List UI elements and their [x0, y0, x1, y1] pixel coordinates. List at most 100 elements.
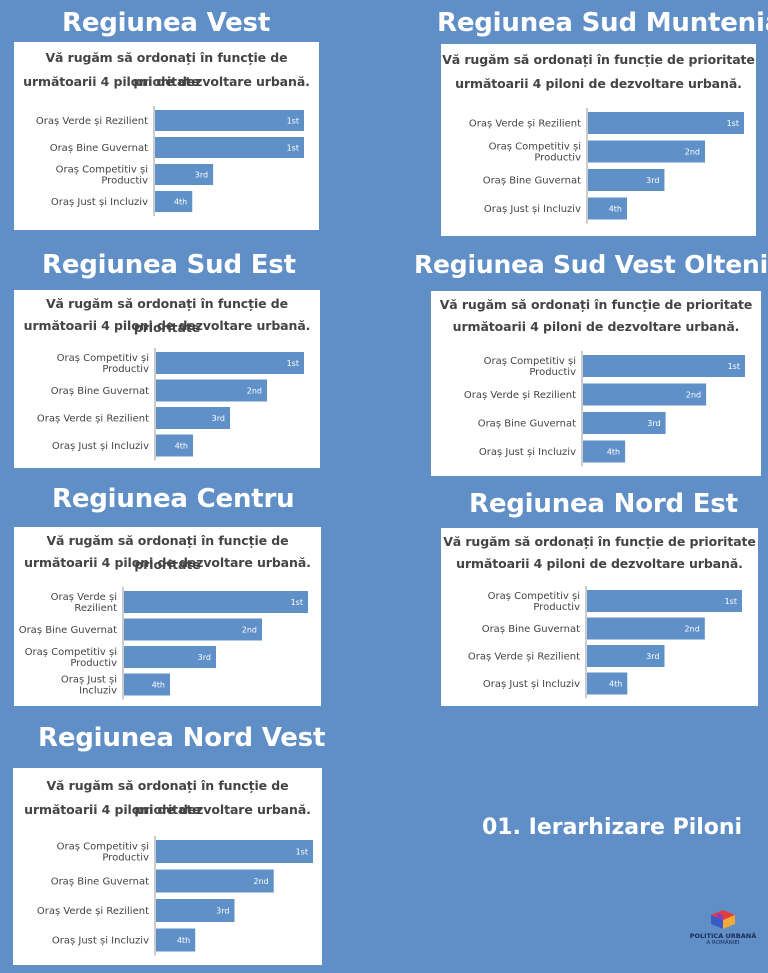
region-title-nord-est: Regiunea Nord Est — [469, 489, 738, 519]
chart-panel-vest: Vă rugăm să ordonați în funcție de prior… — [14, 42, 319, 230]
bar-oras-bine-guvernat — [155, 137, 304, 158]
rank-label-oras-competitiv-si-productiv: 3rd — [198, 653, 211, 662]
rank-label-oras-bine-guvernat: 2nd — [247, 387, 262, 396]
rank-label-oras-competitiv-si-productiv: 1st — [296, 848, 308, 857]
chart-panel-sud-vest-oltenia: Vă rugăm să ordonați în funcție de prior… — [431, 291, 761, 476]
category-label-oras-competitiv-si-productiv: Oraș Competitiv și Productiv — [56, 165, 148, 187]
rank-label-oras-verde-si-rezilient: 2nd — [686, 391, 701, 400]
category-label-oras-bine-guvernat: Oraș Bine Guvernat — [478, 419, 576, 430]
rank-label-oras-competitiv-si-productiv: 1st — [725, 597, 737, 606]
rank-label-oras-verde-si-rezilient: 3rd — [212, 414, 225, 423]
rank-label-oras-bine-guvernat: 3rd — [647, 419, 660, 428]
question-line-1: Vă rugăm să ordonați în funcție de prior… — [46, 533, 289, 572]
logo-text-line-1: POLITICA URBANĂ — [689, 932, 757, 940]
logo-text-line-2: A ROMÂNIEI — [706, 940, 740, 946]
category-label-oras-bine-guvernat: Oraș Bine Guvernat — [483, 176, 581, 187]
bar-oras-competitiv-si-productiv — [583, 355, 745, 377]
cube-logo-icon — [711, 910, 735, 929]
rank-label-oras-verde-si-rezilient: 1st — [727, 119, 739, 128]
rank-label-oras-bine-guvernat: 2nd — [254, 877, 269, 886]
rank-label-oras-just-si-incluziv: 4th — [609, 680, 622, 689]
question-line-1: Vă rugăm să ordonați în funcție de prior… — [439, 297, 753, 312]
bar-oras-bine-guvernat — [124, 618, 262, 641]
category-label-oras-just-si-incluziv: Oraș Just și Incluziv — [479, 447, 576, 458]
bar-oras-competitiv-si-productiv — [124, 646, 216, 668]
question-line-1: Vă rugăm să ordonați în funcție de prior… — [46, 778, 289, 817]
question-line-2: următoarii 4 piloni de dezvoltare urbană… — [24, 802, 311, 817]
chart-panel-nord-est: Vă rugăm să ordonați în funcție de prior… — [441, 528, 758, 706]
bar-chart-sud-muntenia: Oraș Verde și Rezilient 1st Oraș Competiti… — [469, 108, 744, 224]
region-title-sud-est: Regiunea Sud Est — [42, 250, 296, 280]
bar-oras-just-si-incluziv — [587, 672, 628, 695]
category-label-oras-competitiv-si-productiv: Oraș Competitiv și Productiv — [57, 842, 149, 864]
rank-label-oras-just-si-incluziv: 4th — [177, 936, 190, 945]
category-label-oras-bine-guvernat: Oraș Bine Guvernat — [51, 877, 149, 888]
bar-chart-sud-vest-oltenia: Oraș Competitiv și Productiv 1st Oraș Verde… — [464, 351, 745, 467]
bar-oras-bine-guvernat — [587, 617, 705, 640]
category-label-oras-just-si-incluziv: Oraș Just și Incluziv — [484, 204, 581, 215]
rank-label-oras-just-si-incluziv: 4th — [174, 198, 187, 207]
category-label-oras-verde-si-rezilient: Oraș Verde și Rezilient — [468, 652, 580, 663]
rank-label-oras-just-si-incluziv: 4th — [609, 205, 622, 214]
region-title-centru: Regiunea Centru — [52, 484, 295, 514]
category-label-oras-bine-guvernat: Oraș Bine Guvernat — [50, 143, 148, 154]
category-label-oras-competitiv-si-productiv: Oraș Competitiv și Productiv — [488, 591, 580, 613]
category-label-oras-competitiv-si-productiv: Oraș Competitiv și Productiv — [25, 647, 117, 669]
chart-panel-sud-est: Vă rugăm să ordonați în funcție de prior… — [14, 290, 320, 468]
bar-oras-bine-guvernat — [583, 412, 666, 434]
category-label-oras-verde-si-rezilient: Oraș Verde și Rezilient — [51, 592, 117, 614]
bar-oras-competitiv-si-productiv — [156, 352, 304, 374]
question-line-2: următoarii 4 piloni de dezvoltare urbană… — [455, 76, 742, 91]
bar-chart-centru: Oraș Verde și Rezilient 1st Oraș Bine Guver… — [19, 587, 308, 700]
bar-oras-verde-si-rezilient — [155, 110, 304, 131]
rank-label-oras-bine-guvernat: 1st — [287, 144, 299, 153]
chart-panel-nord-vest: Vă rugăm să ordonați în funcție de prior… — [13, 768, 322, 965]
bar-oras-bine-guvernat — [588, 169, 665, 191]
rank-label-oras-just-si-incluziv: 4th — [175, 442, 188, 451]
rank-label-oras-verde-si-rezilient: 3rd — [646, 652, 659, 661]
category-label-oras-just-si-incluziv: Oraș Just și Incluziv — [51, 197, 148, 208]
question-line-1: Vă rugăm să ordonați în funcție de prior… — [45, 296, 289, 335]
category-label-oras-verde-si-rezilient: Oraș Verde și Rezilient — [37, 906, 149, 917]
bar-oras-competitiv-si-productiv — [156, 840, 313, 863]
rank-label-oras-bine-guvernat: 3rd — [646, 176, 659, 185]
rank-label-oras-competitiv-si-productiv: 1st — [728, 362, 740, 371]
bar-oras-competitiv-si-productiv — [587, 590, 742, 612]
category-label-oras-competitiv-si-productiv: Oraș Competitiv și Productiv — [57, 353, 149, 375]
rank-label-oras-competitiv-si-productiv: 2nd — [685, 148, 700, 157]
bar-chart-nord-est: Oraș Competitiv și Productiv 1st Oraș Bine … — [468, 586, 742, 699]
question-line-1: Vă rugăm să ordonați în funcție de prior… — [45, 50, 288, 89]
question-line-2: următoarii 4 piloni de dezvoltare urbană… — [23, 318, 311, 333]
bar-oras-verde-si-rezilient — [583, 383, 707, 406]
bar-oras-just-si-incluziv — [588, 197, 627, 220]
question-line-2: următoarii 4 piloni de dezvoltare urbană… — [456, 556, 743, 571]
rank-label-oras-bine-guvernat: 2nd — [685, 625, 700, 634]
rank-label-oras-bine-guvernat: 2nd — [242, 626, 257, 635]
rank-label-oras-just-si-incluziv: 4th — [152, 681, 165, 690]
bar-oras-bine-guvernat — [156, 379, 267, 402]
region-title-vest: Regiunea Vest — [62, 8, 271, 38]
rank-label-oras-verde-si-rezilient: 3rd — [216, 907, 229, 916]
bar-oras-just-si-incluziv — [156, 434, 193, 457]
category-label-oras-verde-si-rezilient: Oraș Verde și Rezilient — [37, 414, 149, 425]
bar-oras-verde-si-rezilient — [124, 591, 308, 613]
bar-oras-just-si-incluziv — [155, 191, 193, 212]
category-label-oras-verde-si-rezilient: Oraș Verde și Rezilient — [469, 119, 581, 130]
rank-label-oras-verde-si-rezilient: 1st — [291, 598, 303, 607]
bar-oras-verde-si-rezilient — [587, 645, 665, 667]
question-line-2: următoarii 4 piloni de dezvoltare urbană… — [24, 555, 311, 570]
rank-label-oras-competitiv-si-productiv: 1st — [287, 359, 299, 368]
rank-label-oras-competitiv-si-productiv: 3rd — [195, 171, 208, 180]
category-label-oras-bine-guvernat: Oraș Bine Guvernat — [19, 625, 117, 636]
bar-chart-sud-est: Oraș Competitiv și Productiv 1st Oraș Bine … — [37, 348, 304, 461]
bar-oras-bine-guvernat — [156, 869, 274, 893]
bar-oras-verde-si-rezilient — [588, 112, 744, 134]
bar-oras-just-si-incluziv — [156, 928, 196, 952]
question-line-1: Vă rugăm să ordonați în funcție de prior… — [443, 534, 756, 549]
category-label-oras-just-si-incluziv: Oraș Just și Incluziv — [61, 675, 117, 697]
chart-panel-sud-muntenia: Vă rugăm să ordonați în funcție de prior… — [441, 44, 756, 236]
category-label-oras-bine-guvernat: Oraș Bine Guvernat — [51, 386, 149, 397]
category-label-oras-just-si-incluziv: Oraș Just și Incluziv — [52, 441, 149, 452]
bar-oras-competitiv-si-productiv — [588, 140, 705, 163]
question-line-2: următoarii 4 piloni de dezvoltare urbană… — [452, 319, 740, 334]
